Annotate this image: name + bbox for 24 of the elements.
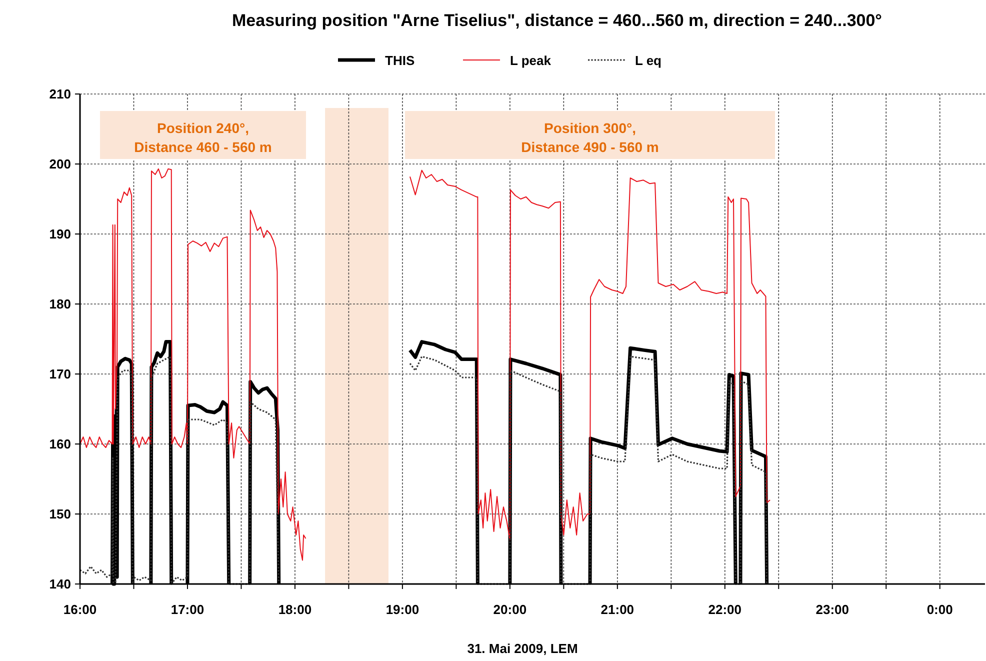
x-tick-label: 23:00 [816, 602, 849, 617]
chart-title: Measuring position "Arne Tiselius", distance = 460...560 m, direction = 240...300° [232, 11, 882, 30]
x-tick-label: 16:00 [63, 602, 97, 617]
x-tick-label: 18:00 [278, 602, 312, 617]
y-tick-label: 200 [49, 156, 71, 172]
y-tick-label: 190 [49, 226, 71, 242]
y-tick-label: 150 [49, 506, 71, 522]
legend-label: L peak [510, 53, 552, 68]
annotation: Position 240°, Distance 460 - 560 m [134, 120, 272, 155]
x-axis-title: 31. Mai 2009, LEM [467, 641, 578, 656]
x-tick-label: 0:00 [926, 602, 953, 617]
x-tick-label: 21:00 [600, 602, 634, 617]
legend-label: THIS [385, 53, 415, 68]
x-tick-label: 22:00 [708, 602, 742, 617]
x-tick-label: 17:00 [170, 602, 204, 617]
y-tick-label: 210 [49, 86, 71, 102]
y-tick-label: 140 [49, 576, 71, 592]
y-tick-label: 160 [49, 436, 71, 452]
x-tick-label: 20:00 [493, 602, 527, 617]
annotation: Position 300°, Distance 490 - 560 m [521, 120, 659, 155]
y-tick-label: 170 [49, 366, 71, 382]
legend-label: L eq [635, 53, 662, 68]
x-tick-label: 19:00 [386, 602, 420, 617]
y-tick-label: 180 [49, 296, 71, 312]
